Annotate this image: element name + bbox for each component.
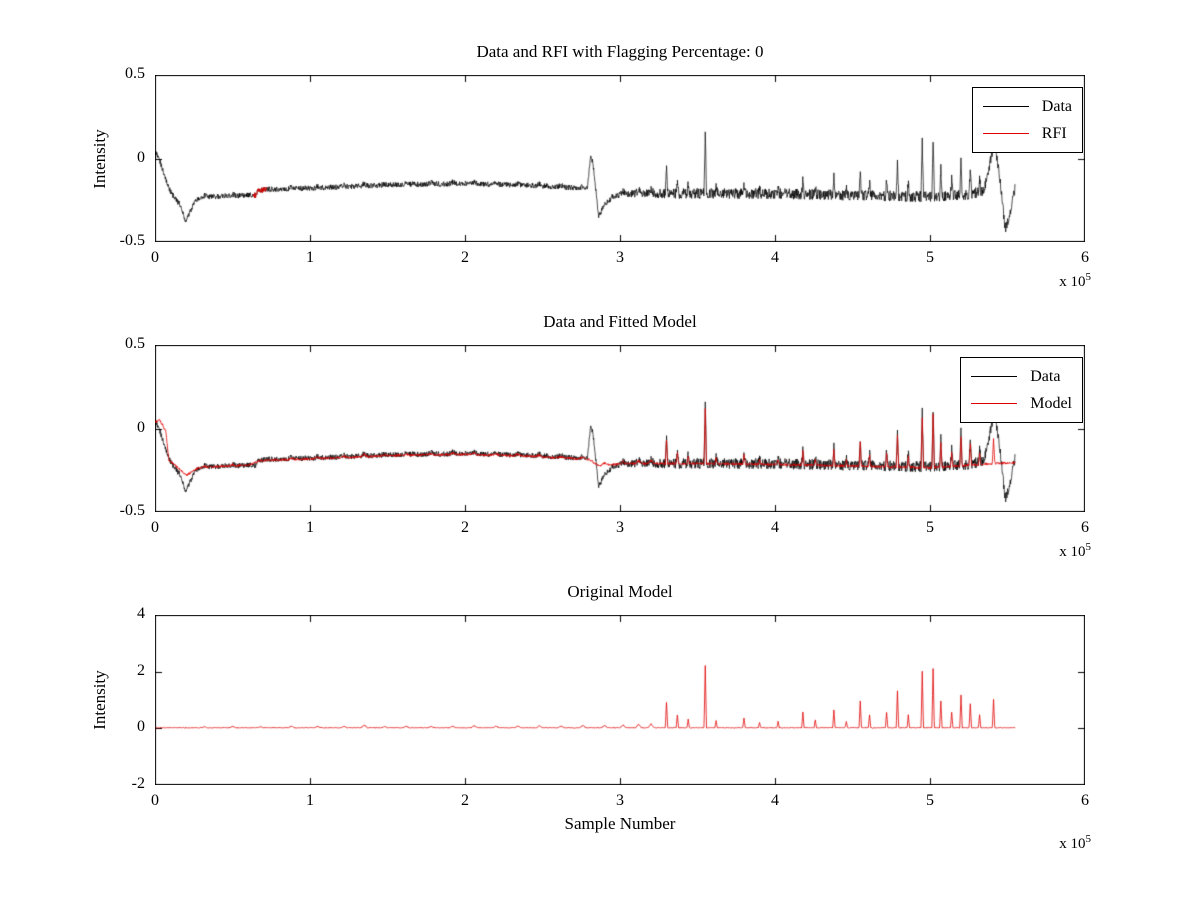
plot-canvas-original-model (155, 615, 1085, 785)
x-axis-label: Sample Number (564, 814, 676, 833)
legend-line-sample-icon (982, 106, 1029, 107)
x-axis-exponent: x 105 (1059, 833, 1091, 852)
legend-entry: Data (971, 363, 1072, 390)
x-tick-label: 4 (771, 792, 779, 809)
chart-title: Original Model (567, 582, 673, 601)
y-tick-label: 0 (137, 718, 145, 736)
legend-entry: Model (971, 390, 1072, 417)
x-tick-label: 6 (1081, 249, 1089, 266)
legend-line-sample-icon (982, 133, 1029, 134)
x-tick-label: 3 (616, 249, 624, 266)
legend-line-sample-icon (971, 403, 1018, 404)
legend-entry: Data (982, 93, 1072, 120)
x-tick-label: 1 (306, 792, 314, 809)
plot-canvas-data-rfi (155, 75, 1085, 242)
legend-label: RFI (1041, 124, 1067, 142)
x-axis-exponent: x 105 (1059, 271, 1091, 290)
y-tick-label: -0.5 (119, 502, 145, 519)
x-tick-label: 4 (771, 519, 779, 536)
x-tick-label: 4 (771, 249, 779, 266)
y-tick-label: 0 (137, 418, 145, 436)
y-tick-label: -2 (131, 775, 145, 792)
x-tick-label: 2 (461, 519, 469, 536)
chart-title: Data and RFI with Flagging Percentage: 0 (476, 42, 764, 61)
subplot-data-fitted-model: Data and Fitted Model Data Model x 105 0 1… (120, 312, 1091, 560)
x-tick-label: 2 (461, 792, 469, 809)
x-tick-label: 0 (151, 519, 159, 536)
x-tick-label: 6 (1081, 519, 1089, 536)
subplot-data-rfi: Data and RFI with Flagging Percentage: 0… (90, 42, 1091, 290)
legend-label: Data (1041, 97, 1072, 115)
legend-line-sample-icon (971, 376, 1018, 377)
y-tick-label: 2 (137, 661, 145, 679)
y-tick-label: 0.5 (125, 335, 145, 352)
x-axis-exponent: x 105 (1059, 541, 1091, 560)
legend-entry: RFI (982, 120, 1072, 147)
x-tick-label: 6 (1081, 792, 1089, 809)
x-tick-label: 5 (926, 792, 934, 809)
y-tick-label: 4 (137, 605, 145, 622)
x-tick-label: 2 (461, 249, 469, 266)
x-tick-label: 0 (151, 249, 159, 266)
y-tick-label: 0.5 (125, 65, 145, 82)
x-tick-label: 1 (306, 249, 314, 266)
y-tick-label: -0.5 (119, 232, 145, 249)
x-tick-label: 5 (926, 249, 934, 266)
x-tick-label: 3 (616, 792, 624, 809)
x-tick-label: 1 (306, 519, 314, 536)
legend: Data RFI (971, 87, 1083, 153)
x-tick-label: 3 (616, 519, 624, 536)
legend: Data Model (960, 357, 1083, 423)
x-tick-label: 5 (926, 519, 934, 536)
plot-canvas-data-model (155, 345, 1085, 512)
legend-label: Model (1030, 394, 1072, 412)
chart-title: Data and Fitted Model (543, 312, 697, 331)
legend-label: Data (1030, 367, 1061, 385)
y-axis-label: Intensity (90, 670, 109, 730)
y-tick-label: 0 (137, 148, 145, 166)
subplot-original-model: Original Model Intensity Sample Number x… (90, 582, 1091, 852)
x-tick-label: 0 (151, 792, 159, 809)
